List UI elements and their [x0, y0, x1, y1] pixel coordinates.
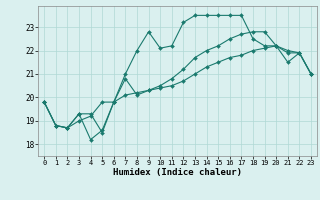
- X-axis label: Humidex (Indice chaleur): Humidex (Indice chaleur): [113, 168, 242, 177]
